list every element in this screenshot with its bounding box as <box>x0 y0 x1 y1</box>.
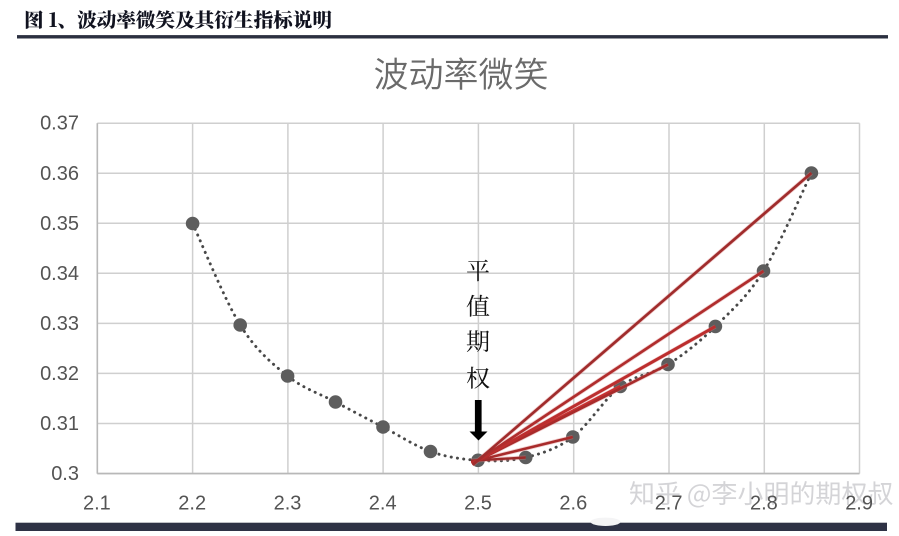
svg-text:2.7: 2.7 <box>655 493 683 515</box>
svg-text:2.8: 2.8 <box>750 493 778 515</box>
svg-text:2.5: 2.5 <box>464 493 492 515</box>
svg-text:2.6: 2.6 <box>559 493 587 515</box>
svg-text:0.35: 0.35 <box>40 213 79 235</box>
svg-text:0.3: 0.3 <box>51 463 79 485</box>
svg-text:0.37: 0.37 <box>40 113 79 135</box>
svg-text:0.31: 0.31 <box>40 413 79 435</box>
svg-text:2.3: 2.3 <box>274 493 302 515</box>
svg-text:0.33: 0.33 <box>40 313 79 335</box>
svg-text:0.34: 0.34 <box>40 263 79 285</box>
svg-text:0.36: 0.36 <box>40 163 79 185</box>
svg-text:2.9: 2.9 <box>845 493 873 515</box>
svg-text:2.4: 2.4 <box>369 493 397 515</box>
svg-text:2.1: 2.1 <box>83 493 111 515</box>
svg-text:0.32: 0.32 <box>40 363 79 385</box>
svg-text:2.2: 2.2 <box>178 493 206 515</box>
